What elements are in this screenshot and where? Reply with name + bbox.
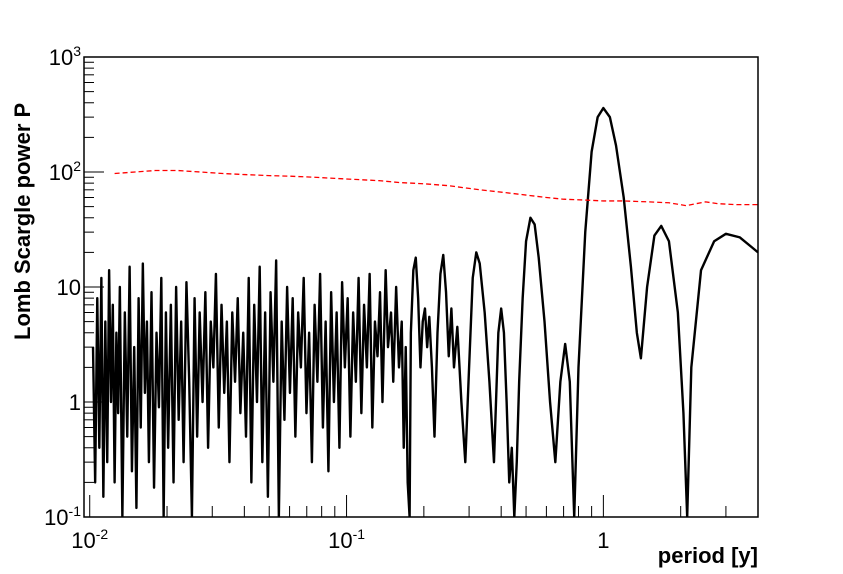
ticks-layer: [84, 61, 759, 518]
series-layer: [91, 106, 758, 517]
y-tick-label: 103: [49, 43, 81, 70]
y-tick-label: 10: [57, 275, 81, 300]
y-tick-label: 1: [69, 390, 81, 415]
x-tick-label: 1: [597, 528, 609, 553]
power-spectrum-line: [91, 106, 758, 517]
threshold-line-red-dashed: [114, 169, 758, 207]
y-tick-label: 102: [49, 158, 81, 185]
x-axis-title: period [y]: [658, 543, 758, 568]
y-axis-title: Lomb Scargle power P: [10, 103, 35, 340]
